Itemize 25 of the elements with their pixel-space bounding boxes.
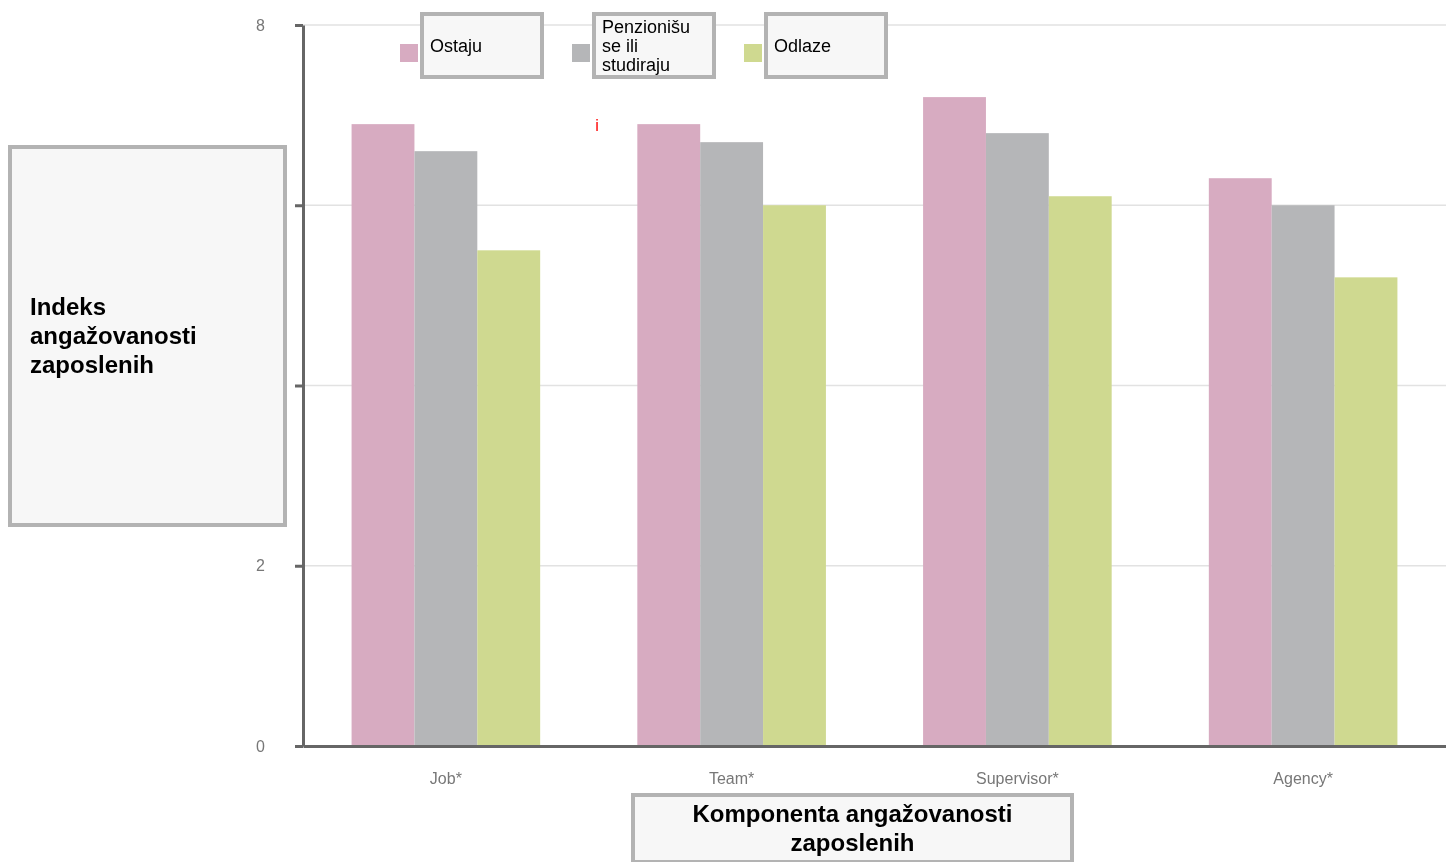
bar	[351, 124, 415, 746]
legend-label: Odlaze	[774, 35, 832, 56]
y-tick-label: 2	[256, 557, 266, 575]
bar	[1271, 205, 1335, 746]
x-tick-label: Team*	[708, 770, 755, 788]
y-axis-title: Indeks angažovanosti zaposlenih	[30, 293, 197, 378]
y-tick-label: 8	[256, 16, 266, 34]
annotation: i	[595, 117, 599, 134]
bar	[414, 151, 478, 746]
y-tick-label: 0	[256, 737, 266, 755]
legend-label: Penzionišu se ili studiraju	[602, 16, 691, 75]
bar	[700, 142, 764, 746]
bar	[1334, 277, 1398, 746]
bar	[763, 205, 826, 746]
x-tick-label: Agency*	[1273, 770, 1333, 788]
bar	[923, 97, 986, 746]
x-axis-title: Komponenta angažovanosti zaposlenih	[692, 800, 1013, 856]
bar	[1048, 196, 1112, 746]
bar	[637, 124, 701, 746]
legend-label: Ostaju	[430, 35, 483, 56]
bar	[1208, 178, 1272, 746]
x-tick-label: Job*	[429, 770, 462, 788]
bar	[477, 250, 541, 746]
bar	[985, 133, 1049, 746]
x-tick-label: Supervisor*	[976, 770, 1059, 788]
